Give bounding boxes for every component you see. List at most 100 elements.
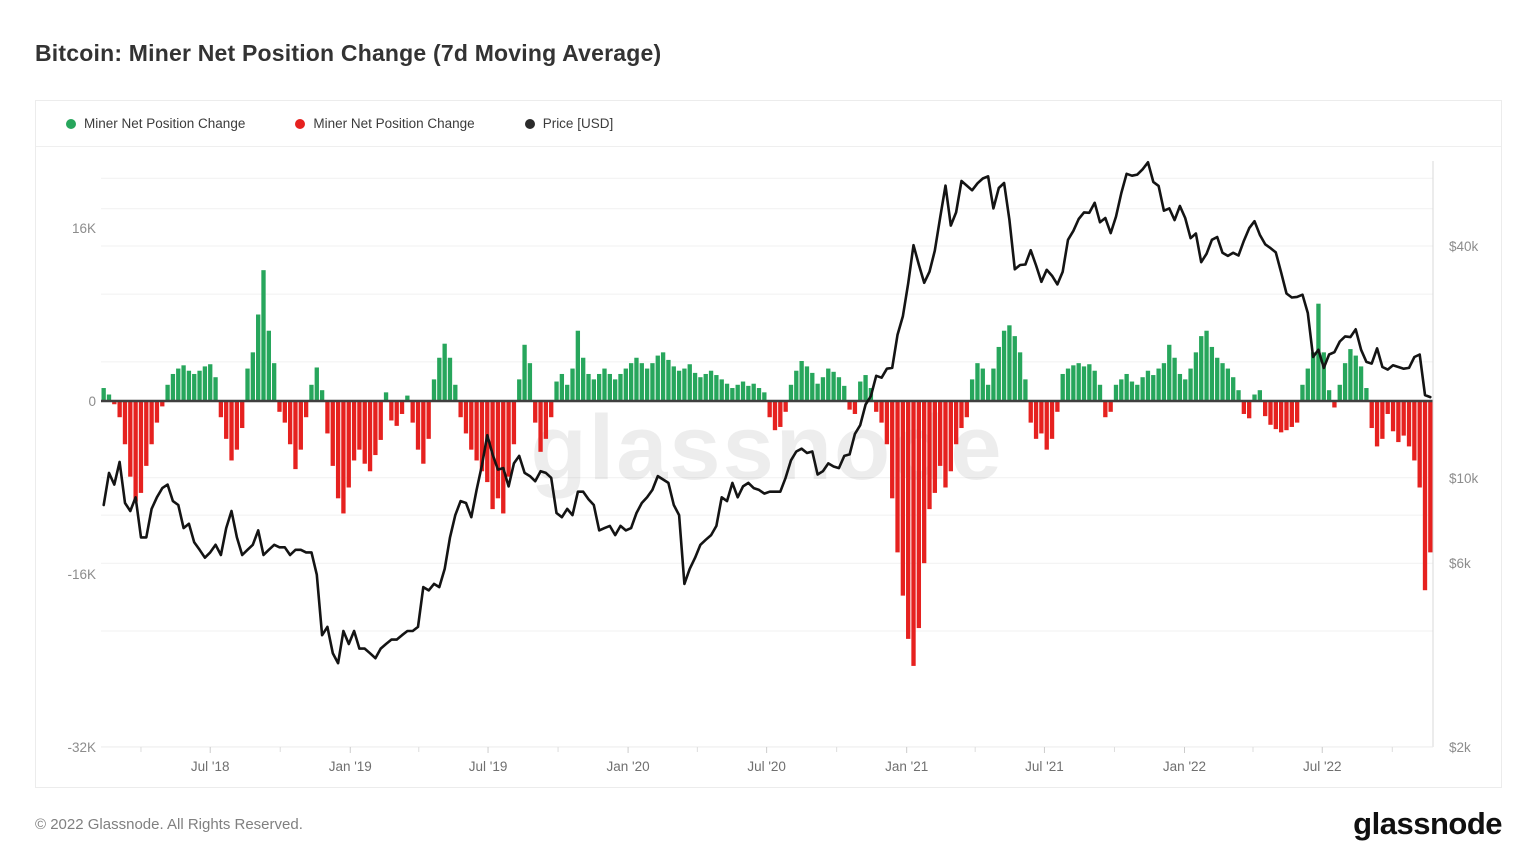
npc-bar-negative bbox=[511, 401, 517, 445]
npc-bar-positive bbox=[1156, 368, 1161, 401]
npc-bar-negative bbox=[916, 401, 922, 629]
npc-bar-negative bbox=[1401, 401, 1406, 436]
legend-label: Miner Net Position Change bbox=[313, 116, 475, 131]
npc-bar-positive bbox=[1145, 370, 1151, 401]
npc-bar-positive bbox=[1321, 352, 1326, 401]
npc-bar-negative bbox=[1332, 401, 1337, 408]
npc-bar-positive bbox=[682, 368, 687, 401]
npc-bar-positive bbox=[612, 379, 618, 401]
npc-bar-positive bbox=[1007, 325, 1012, 401]
npc-bar-negative bbox=[128, 401, 133, 477]
npc-bar-negative bbox=[122, 401, 128, 445]
npc-bar-positive bbox=[671, 366, 676, 401]
npc-bar-positive bbox=[522, 344, 527, 401]
npc-bar-negative bbox=[1273, 401, 1278, 430]
npc-bar-positive bbox=[1225, 368, 1231, 401]
npc-bar-positive bbox=[666, 359, 671, 401]
npc-bar-positive bbox=[202, 366, 208, 401]
npc-bar-positive bbox=[170, 373, 176, 401]
npc-bar-positive bbox=[437, 357, 442, 401]
npc-bar-negative bbox=[1412, 401, 1417, 461]
chart-legend: Miner Net Position Change Miner Net Posi… bbox=[36, 101, 1501, 147]
npc-bar-positive bbox=[1236, 390, 1241, 401]
npc-bar-negative bbox=[1055, 401, 1060, 412]
npc-bar-negative bbox=[1406, 401, 1412, 447]
npc-bar-positive bbox=[794, 370, 799, 401]
npc-bar-negative bbox=[884, 401, 890, 445]
npc-bar-negative bbox=[469, 401, 474, 450]
npc-bar-positive bbox=[740, 381, 746, 401]
npc-bar-positive bbox=[1065, 368, 1071, 401]
npc-bar-positive bbox=[804, 366, 810, 401]
npc-bar-positive bbox=[208, 364, 213, 401]
npc-bar-positive bbox=[517, 379, 522, 401]
npc-bar-negative bbox=[1385, 401, 1390, 414]
npc-bar-positive bbox=[570, 368, 575, 401]
npc-bar-positive bbox=[735, 384, 740, 401]
npc-bar-negative bbox=[543, 401, 549, 439]
npc-bar-negative bbox=[415, 401, 421, 450]
npc-bar-negative bbox=[1044, 401, 1049, 450]
npc-bar-positive bbox=[618, 373, 623, 401]
npc-bar-positive bbox=[1231, 377, 1236, 401]
npc-bar-positive bbox=[708, 370, 714, 401]
npc-bar-negative bbox=[1103, 401, 1108, 418]
npc-bar-positive bbox=[453, 384, 458, 401]
npc-bar-negative bbox=[1284, 401, 1289, 431]
legend-item-price-usd[interactable]: Price [USD] bbox=[524, 116, 613, 131]
npc-bar-negative bbox=[479, 401, 485, 472]
npc-bar-negative bbox=[1294, 401, 1300, 423]
npc-bar-positive bbox=[714, 375, 719, 401]
npc-bar-positive bbox=[655, 355, 660, 401]
npc-bar-positive bbox=[309, 384, 314, 401]
npc-bar-positive bbox=[969, 379, 975, 401]
npc-bar-positive bbox=[447, 357, 453, 401]
npc-bar-positive bbox=[1001, 330, 1007, 401]
npc-bar-negative bbox=[1380, 401, 1385, 439]
npc-bar-negative bbox=[911, 401, 916, 666]
npc-bar-negative bbox=[852, 401, 858, 414]
y-axis-left-label: 16K bbox=[72, 221, 96, 236]
npc-bar-negative bbox=[783, 401, 788, 412]
chart-canvas[interactable]: glassnode 16K 0 -16K -32K $40k $10k $6k $2k Jul '… bbox=[36, 147, 1501, 787]
npc-bar-positive bbox=[1151, 375, 1156, 401]
npc-bar-positive bbox=[762, 392, 767, 401]
npc-bar-positive bbox=[1081, 366, 1087, 401]
npc-bar-negative bbox=[303, 401, 309, 418]
x-axis-label: Jul '21 bbox=[1025, 759, 1064, 774]
legend-item-miner-npc-positive[interactable]: Miner Net Position Change bbox=[66, 116, 245, 131]
legend-item-miner-npc-negative[interactable]: Miner Net Position Change bbox=[295, 116, 475, 131]
npc-bar-positive bbox=[319, 390, 325, 401]
black-dot-icon bbox=[524, 118, 535, 129]
y-axis-right-label: $6k bbox=[1449, 556, 1471, 571]
npc-bar-positive bbox=[660, 352, 666, 401]
npc-bar-positive bbox=[1124, 373, 1129, 401]
npc-bar-positive bbox=[192, 373, 197, 401]
npc-bar-positive bbox=[1087, 364, 1092, 401]
npc-bar-positive bbox=[751, 383, 756, 401]
npc-bar-positive bbox=[1183, 379, 1188, 401]
npc-bar-positive bbox=[1188, 368, 1193, 401]
npc-bar-negative bbox=[927, 401, 932, 510]
npc-bar-negative bbox=[964, 401, 969, 418]
npc-bar-positive bbox=[165, 384, 170, 401]
x-axis-label: Jan '22 bbox=[1163, 759, 1206, 774]
npc-bar-positive bbox=[1342, 363, 1348, 401]
npc-bar-negative bbox=[362, 401, 367, 464]
x-axis-label: Jul '18 bbox=[191, 759, 230, 774]
npc-bar-positive bbox=[863, 375, 868, 401]
npc-bar-positive bbox=[1209, 346, 1215, 401]
npc-bar-positive bbox=[1172, 357, 1177, 401]
npc-bar-negative bbox=[1241, 401, 1247, 414]
npc-bar-negative bbox=[879, 401, 884, 423]
npc-bar-positive bbox=[644, 368, 650, 401]
npc-bar-negative bbox=[922, 401, 927, 564]
npc-bar-positive bbox=[581, 357, 586, 401]
npc-bar-negative bbox=[1049, 401, 1055, 439]
npc-bar-negative bbox=[890, 401, 895, 499]
npc-bar-negative bbox=[154, 401, 160, 423]
plot-area[interactable]: glassnode 16K 0 -16K -32K $40k $10k $6k $2k Jul '… bbox=[36, 147, 1501, 787]
npc-bar-positive bbox=[261, 270, 266, 401]
npc-bar-negative bbox=[772, 401, 778, 431]
npc-bar-positive bbox=[586, 373, 591, 401]
